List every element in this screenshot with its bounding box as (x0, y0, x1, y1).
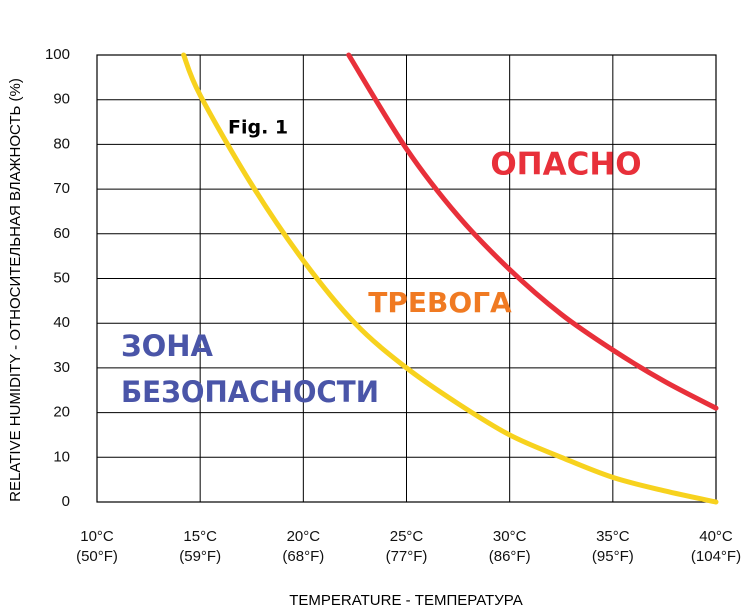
x-axis-title: TEMPERATURE - ТЕМПЕРАТУРА (289, 592, 523, 609)
line-series (346, 52, 719, 411)
x-tick-label: 10°C (50°F) (76, 528, 118, 565)
annotation: Fig. 1 (228, 117, 288, 139)
x-tick-label: 25°C (77°F) (385, 528, 428, 565)
x-tick-label: 15°C (59°F) (179, 528, 222, 565)
plot-border (96, 54, 717, 503)
x-tick-label: 35°C (95°F) (591, 528, 634, 565)
y-tick-label: 10 (53, 448, 70, 465)
line-series (181, 52, 719, 505)
y-axis-title: RELATIVE HUMIDITY - ОТНОСИТЕЛЬНАЯ ВЛАЖНО… (7, 78, 24, 502)
x-tick-label: 40°C (104°F) (690, 528, 742, 565)
y-tick-label: 90 (53, 91, 70, 108)
x-tick-label: 20°C (68°F) (282, 528, 325, 565)
annotation: ОПАСНО (490, 147, 641, 183)
annotation: ЗОНА (121, 329, 214, 363)
annotation: ТРЕВОГА (368, 286, 512, 319)
y-tick-label: 80 (53, 135, 70, 152)
y-tick-label: 30 (53, 359, 70, 376)
annotation: БЕЗОПАСНОСТИ (121, 375, 379, 409)
y-tick-label: 70 (53, 180, 70, 197)
y-tick-label: 60 (53, 225, 70, 242)
y-tick-label: 20 (53, 404, 70, 421)
y-tick-label: 50 (53, 269, 70, 286)
y-tick-label: 100 (45, 46, 70, 63)
x-tick-label: 30°C (86°F) (488, 528, 531, 565)
y-tick-label: 40 (53, 314, 70, 331)
y-tick-label: 0 (62, 493, 70, 510)
